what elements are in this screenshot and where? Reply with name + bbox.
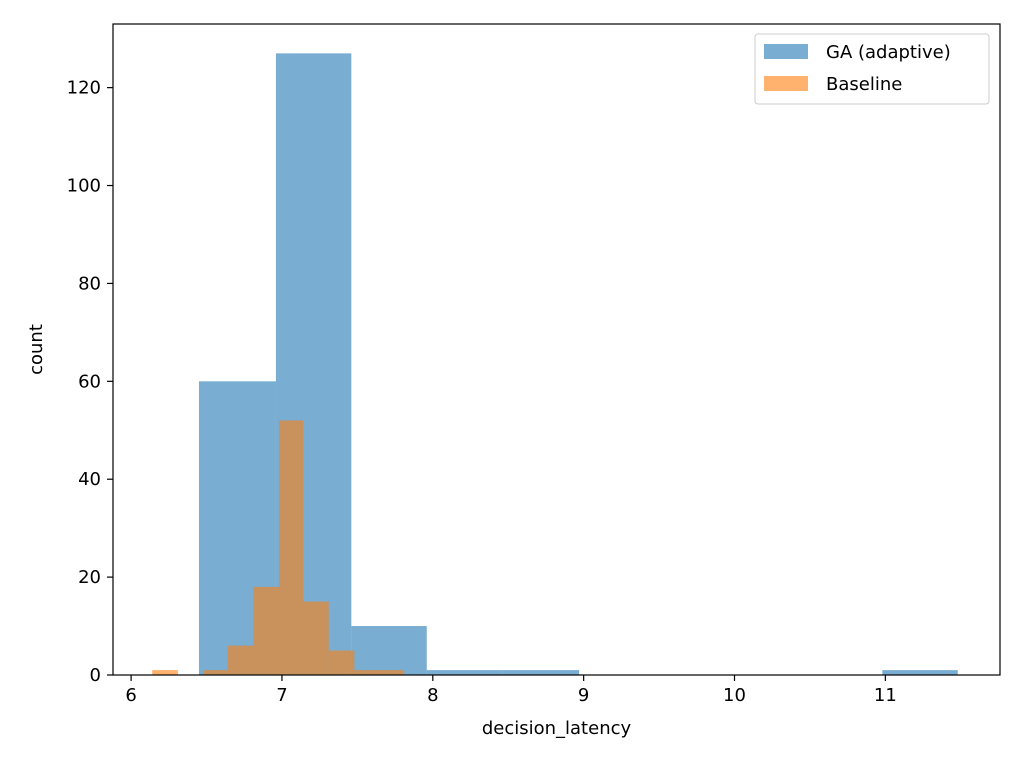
legend-box [754, 33, 990, 105]
legend-label-ga: GA (adaptive) [826, 42, 951, 63]
series-baseline-bars [152, 420, 405, 675]
y-tick-label-6: 120 [67, 78, 101, 99]
x-tick-label-3: 9 [578, 685, 589, 706]
y-tick-label-2: 40 [78, 469, 101, 490]
bar-baseline-2 [203, 670, 228, 675]
bar-baseline-4 [253, 586, 279, 675]
legend-swatch-ga [764, 44, 808, 59]
bar-baseline-5 [278, 420, 304, 675]
x-tick-label-0: 6 [125, 685, 136, 706]
x-axis-ticks: 6 7 8 9 10 11 [125, 675, 897, 706]
bar-baseline-0 [152, 670, 178, 675]
x-axis-label: decision_latency [482, 718, 632, 739]
bar-ga-3 [426, 670, 503, 675]
bar-baseline-7 [328, 650, 355, 675]
plot-frame [112, 23, 1001, 676]
y-tick-label-0: 0 [90, 665, 101, 686]
bar-ga-4 [502, 670, 580, 675]
bar-ga-9 [882, 670, 958, 675]
y-tick-label-4: 80 [78, 273, 101, 294]
bar-ga-2 [351, 626, 427, 675]
y-axis-label: count [26, 324, 47, 375]
y-axis-ticks: 0 20 40 60 80 100 120 [67, 78, 113, 686]
series-ga-bars [198, 53, 958, 676]
legend: GA (adaptive) Baseline [754, 33, 990, 105]
x-tick-label-1: 7 [276, 685, 287, 706]
y-tick-label-1: 20 [78, 567, 101, 588]
bar-baseline-9 [378, 670, 405, 675]
bar-baseline-6 [303, 601, 329, 675]
x-tick-label-4: 10 [723, 685, 746, 706]
y-tick-label-3: 60 [78, 371, 101, 392]
bar-baseline-3 [227, 645, 254, 675]
x-tick-label-5: 11 [874, 685, 897, 706]
x-tick-label-2: 8 [427, 685, 438, 706]
y-tick-label-5: 100 [67, 176, 101, 197]
legend-label-baseline: Baseline [826, 74, 902, 95]
bar-baseline-8 [354, 670, 379, 675]
legend-swatch-baseline [764, 76, 808, 91]
